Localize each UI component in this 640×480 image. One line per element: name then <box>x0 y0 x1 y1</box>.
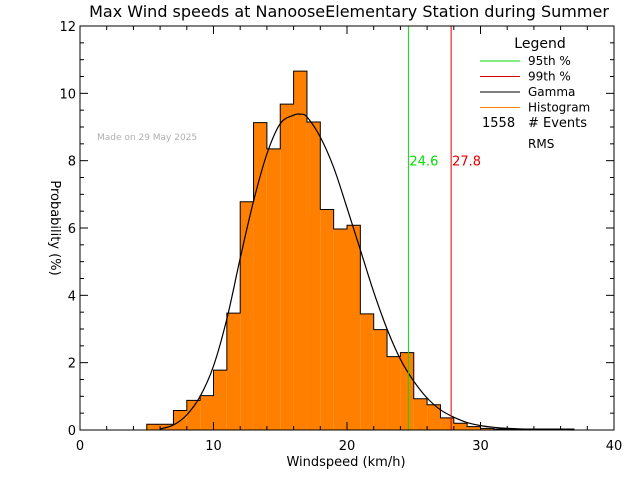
chart-title: Max Wind speeds at NanooseElementary Sta… <box>89 2 609 21</box>
histogram-bar <box>280 104 294 431</box>
percentile-label: 27.8 <box>452 155 481 170</box>
gamma-curve-layer <box>159 113 574 431</box>
histogram-bar <box>213 370 227 430</box>
y-tick-label: 8 <box>68 155 76 170</box>
y-tick-label: 4 <box>68 289 76 304</box>
histogram-bar <box>200 395 214 430</box>
x-tick-label: 10 <box>205 439 222 454</box>
histogram-bar <box>507 428 521 430</box>
histogram-bar <box>320 209 334 430</box>
histogram-bar <box>480 428 494 430</box>
y-tick-label: 12 <box>59 20 76 35</box>
histogram-bar <box>146 424 161 430</box>
histogram-bar <box>440 417 454 430</box>
y-tick-label: 2 <box>68 357 76 372</box>
histogram-bar <box>293 71 307 430</box>
histogram-bars <box>146 71 574 431</box>
watermark: Made on 29 May 2025 <box>97 133 197 143</box>
legend-title: Legend <box>514 36 565 52</box>
y-tick-label: 10 <box>59 87 76 102</box>
histogram-bar <box>427 404 441 430</box>
histogram-bar <box>360 313 374 430</box>
histogram-bar <box>240 201 254 430</box>
histogram-bar <box>306 121 321 430</box>
legend: Legend 95th % 99th %Gamma Histogram 1558 # Ev… <box>480 36 590 151</box>
percentile-lines: 24.6 27.8 <box>407 26 481 430</box>
legend-entry-label: 99th % <box>528 70 571 84</box>
gamma-fit-curve <box>159 113 574 431</box>
legend-rms-label: RMS <box>528 137 554 151</box>
histogram-bar <box>413 398 428 430</box>
histogram-bar <box>400 352 414 430</box>
x-tick-label: 30 <box>472 439 489 454</box>
histogram-bar <box>226 313 241 430</box>
x-tick-label: 40 <box>606 439 623 454</box>
histogram-bar <box>253 122 267 430</box>
x-tick-label: 0 <box>76 439 84 454</box>
histogram-bar <box>266 148 281 430</box>
histogram-bar <box>333 229 347 430</box>
histogram-bar <box>453 423 468 430</box>
histogram-bar <box>493 428 508 430</box>
histogram-bar <box>373 329 388 430</box>
y-tick-label: 0 <box>68 424 76 439</box>
percentile-label: 24.6 <box>409 155 438 170</box>
histogram-bar <box>186 400 201 430</box>
legend-events-label: # Events <box>528 116 587 131</box>
y-tick-label: 6 <box>68 222 76 237</box>
legend-entry-label: Histogram <box>528 101 590 115</box>
legend-entry-label: Gamma <box>528 85 575 99</box>
axes: 0 10 20 30 40 0 2 4 6 8 10 12 <box>59 20 622 454</box>
x-axis-label: Windspeed (km/h) <box>286 455 405 470</box>
y-axis-label: Probability (%) <box>47 180 62 275</box>
histogram-bar <box>347 225 361 430</box>
histogram-bar <box>387 356 401 430</box>
x-tick-label: 20 <box>339 439 356 454</box>
legend-entry-label: 95th % <box>528 54 571 68</box>
legend-events-count: 1558 <box>482 116 515 131</box>
histogram-bar <box>467 426 481 430</box>
